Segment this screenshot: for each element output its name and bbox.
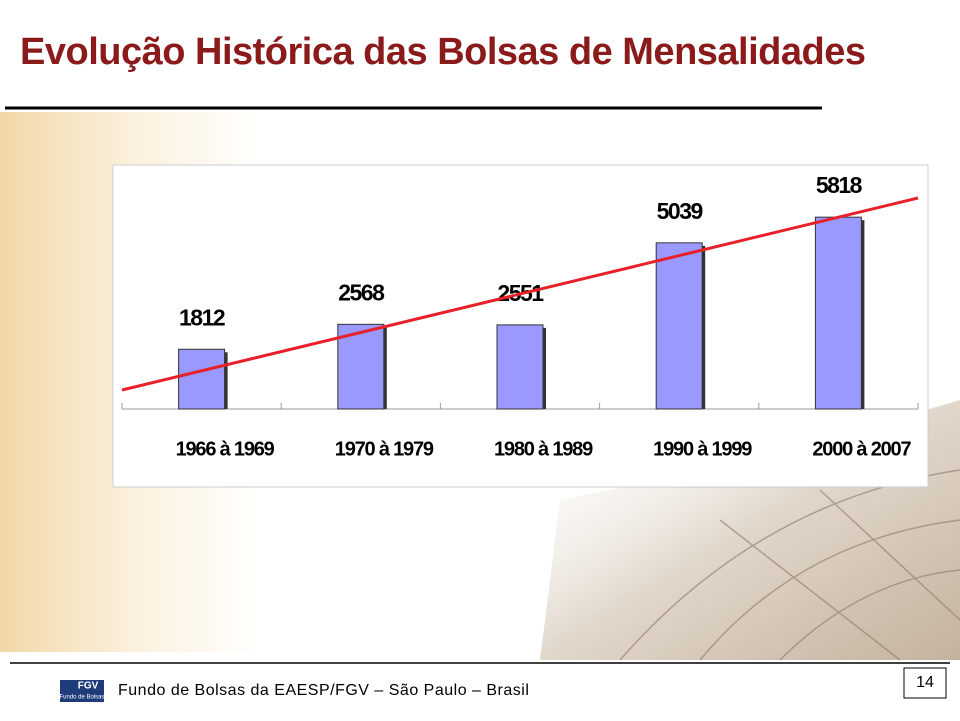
data-label: 5039 <box>657 198 703 224</box>
page-number: 14 <box>916 674 934 691</box>
logo-subtitle: Fundo de Bolsas <box>59 695 104 701</box>
x-tick-label: 2000 à 2007 <box>812 438 911 460</box>
bar <box>655 242 703 410</box>
data-label: 5818 <box>816 172 863 198</box>
slide-title: Evolução Histórica das Bolsas de Mensali… <box>20 31 866 73</box>
photo-lines <box>619 469 960 661</box>
page-box <box>903 667 947 699</box>
x-tick-label: 1966 à 1969 <box>176 438 275 460</box>
x-tick-label: 1980 à 1989 <box>494 438 593 460</box>
logo <box>60 680 104 702</box>
bar <box>814 216 862 410</box>
x-tick-label: 1970 à 1979 <box>335 438 434 460</box>
x-tick-label: 1990 à 1999 <box>653 438 752 460</box>
footer-text: Fundo de Bolsas da EAESP/FGV – São Paulo… <box>118 682 529 699</box>
logo-text: FGV <box>78 681 99 692</box>
bar <box>337 323 385 410</box>
data-label: 2568 <box>338 279 385 305</box>
trend-line <box>121 196 919 392</box>
data-label: 1812 <box>179 304 225 330</box>
bar <box>178 348 226 410</box>
plot: 1966 à 1969 1812 1970 à 1979 2568 1980 à 198… <box>121 172 919 460</box>
bar <box>496 324 544 410</box>
